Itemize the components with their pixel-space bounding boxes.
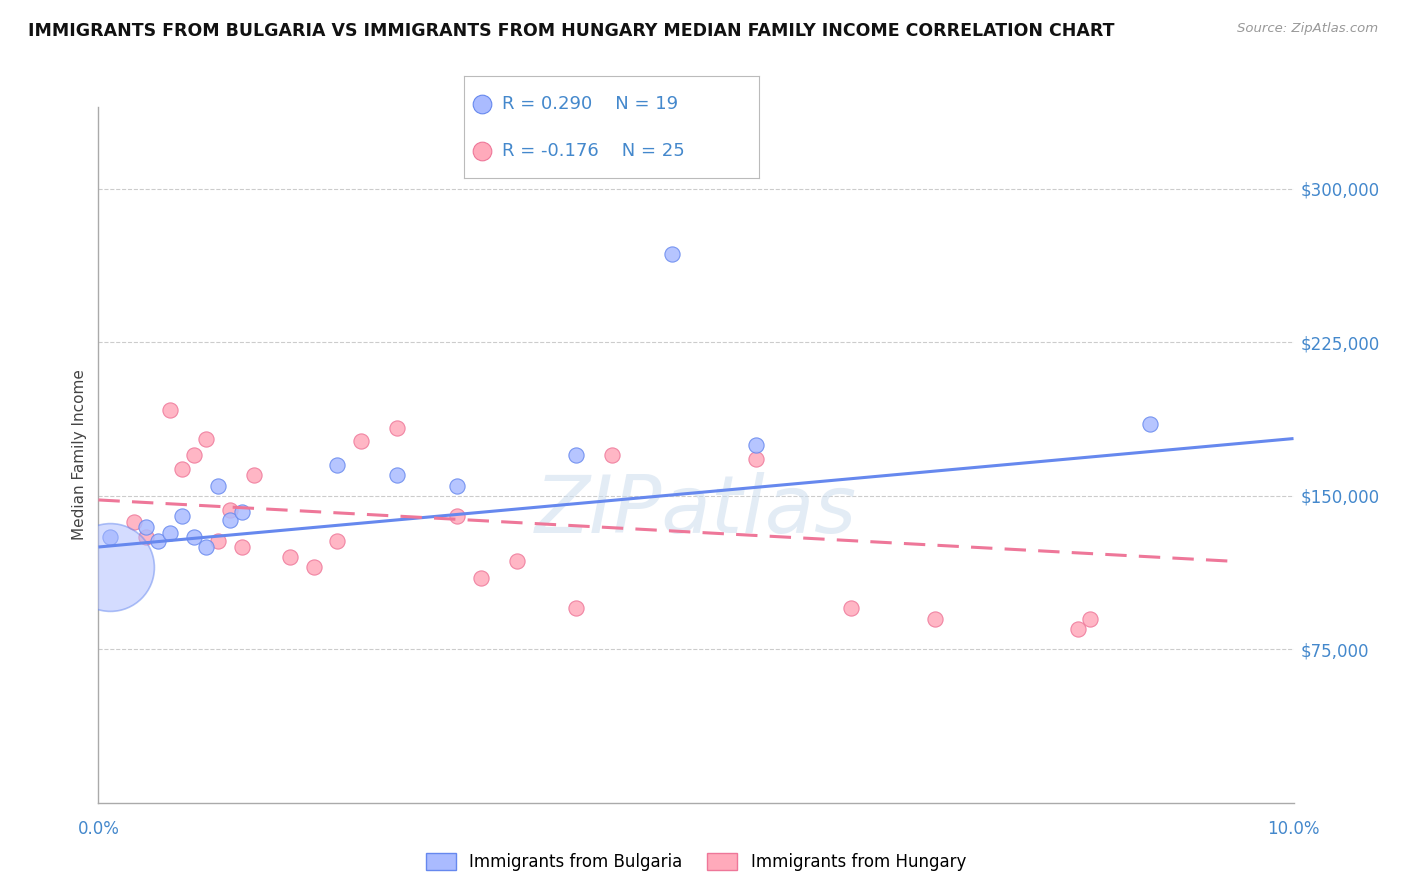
Point: [100, 530, 122, 544]
Point: [506, 554, 529, 568]
Point: [219, 503, 242, 517]
Point: [661, 247, 683, 261]
Text: 10.0%: 10.0%: [1267, 820, 1320, 838]
Point: [385, 468, 409, 483]
Point: [100, 560, 122, 574]
Point: [231, 540, 253, 554]
Point: [350, 434, 373, 448]
Point: [124, 516, 146, 530]
Text: ZIPatlas: ZIPatlas: [534, 472, 858, 549]
Point: [841, 601, 863, 615]
Point: [135, 519, 157, 533]
Point: [1139, 417, 1161, 432]
Point: [172, 509, 194, 524]
Point: [471, 96, 494, 111]
Point: [446, 478, 468, 492]
Point: [745, 452, 768, 467]
Point: [195, 432, 218, 446]
Point: [231, 505, 253, 519]
Point: [183, 448, 205, 462]
Point: [1080, 612, 1102, 626]
Point: [195, 540, 218, 554]
Point: [148, 533, 170, 548]
Point: [243, 468, 266, 483]
Point: [207, 478, 229, 492]
Point: [924, 612, 946, 626]
Point: [302, 560, 325, 574]
Point: [278, 550, 301, 565]
Point: [326, 458, 349, 472]
Point: [135, 530, 157, 544]
Point: [470, 571, 492, 585]
Point: [745, 438, 768, 452]
Point: [172, 462, 194, 476]
Legend: Immigrants from Bulgaria, Immigrants from Hungary: Immigrants from Bulgaria, Immigrants fro…: [419, 847, 973, 878]
Text: IMMIGRANTS FROM BULGARIA VS IMMIGRANTS FROM HUNGARY MEDIAN FAMILY INCOME CORRELA: IMMIGRANTS FROM BULGARIA VS IMMIGRANTS F…: [28, 22, 1115, 40]
Point: [219, 513, 242, 527]
Y-axis label: Median Family Income: Median Family Income: [72, 369, 87, 541]
Text: R = 0.290    N = 19: R = 0.290 N = 19: [502, 95, 679, 112]
Point: [326, 533, 349, 548]
Point: [385, 421, 409, 435]
Point: [565, 601, 588, 615]
Point: [207, 533, 229, 548]
Point: [159, 525, 181, 540]
Point: [159, 403, 181, 417]
Point: [183, 530, 205, 544]
Point: [565, 448, 588, 462]
Text: 0.0%: 0.0%: [77, 820, 120, 838]
Point: [1067, 622, 1090, 636]
Point: [471, 144, 494, 158]
Point: [446, 509, 468, 524]
Text: Source: ZipAtlas.com: Source: ZipAtlas.com: [1237, 22, 1378, 36]
Text: R = -0.176    N = 25: R = -0.176 N = 25: [502, 142, 685, 160]
Point: [602, 448, 624, 462]
